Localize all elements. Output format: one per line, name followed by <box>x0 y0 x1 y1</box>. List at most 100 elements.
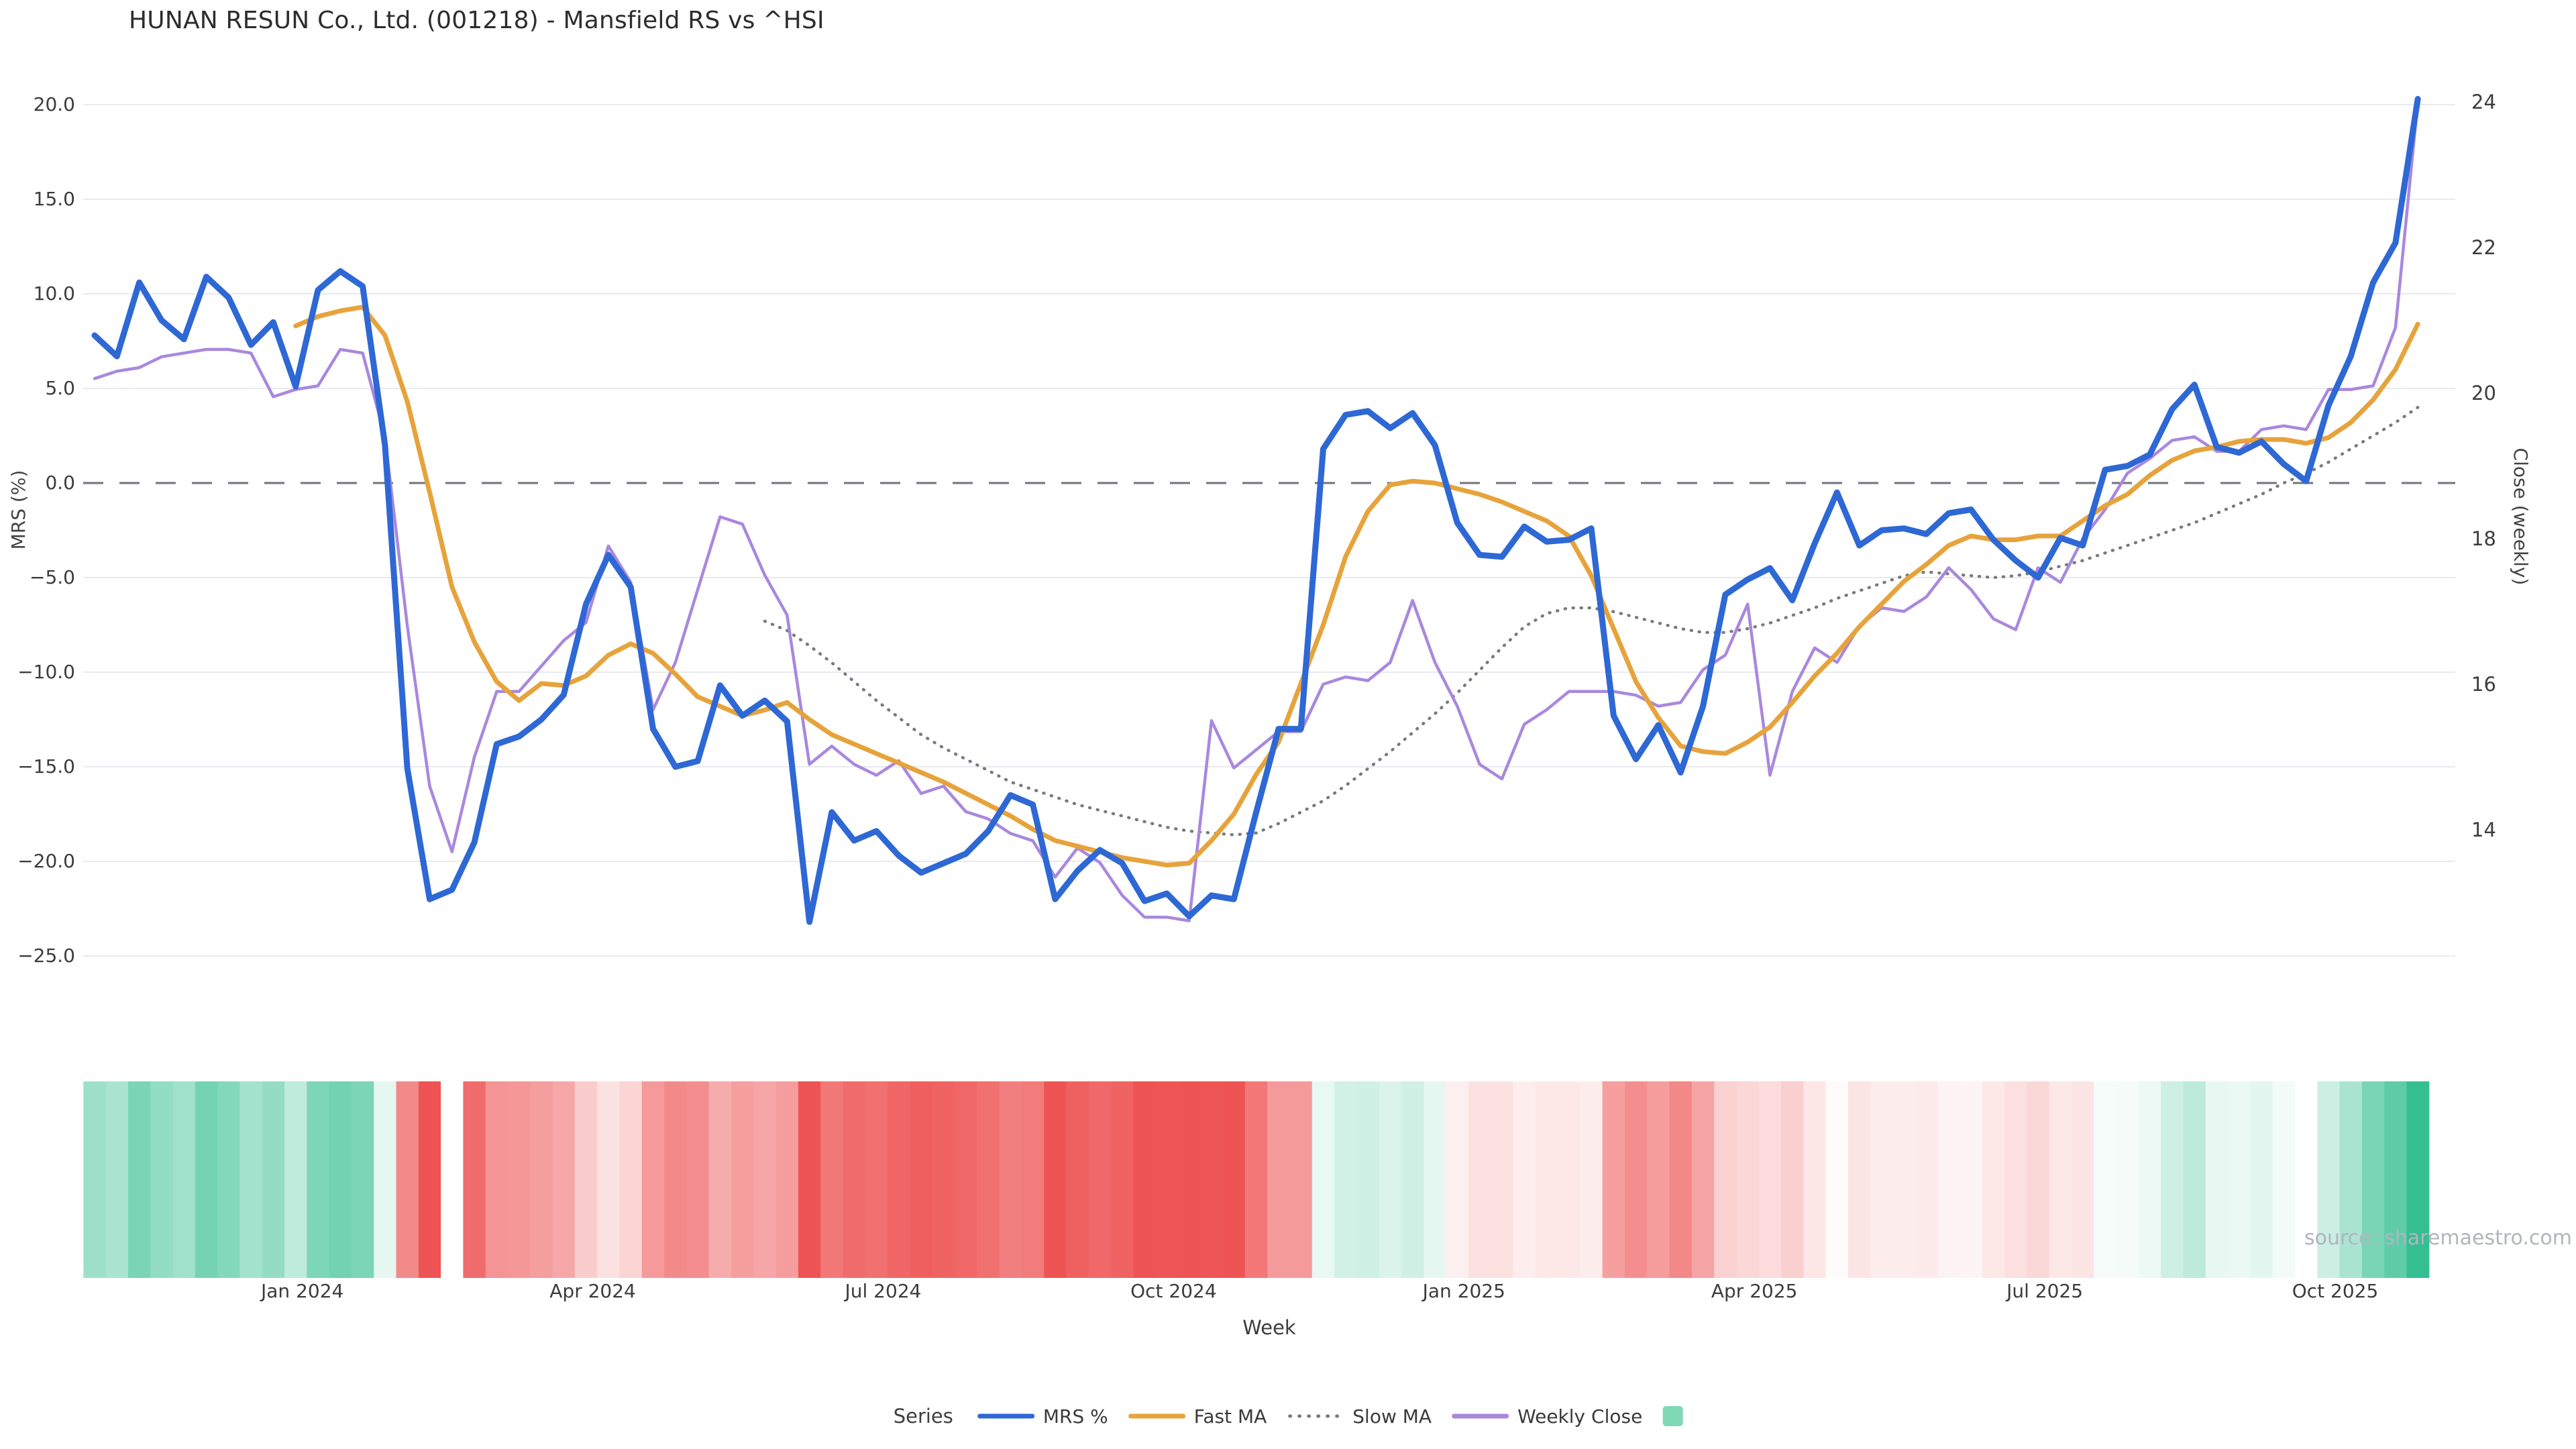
heat-cell <box>775 1081 799 1278</box>
heat-cell <box>150 1081 174 1278</box>
heat-cell <box>1558 1081 1580 1278</box>
y-axis-right-title: Close (weekly) <box>2510 447 2532 586</box>
heat-cell <box>1736 1081 1760 1278</box>
heat-cell <box>508 1081 531 1278</box>
legend-dotted-line-swatch-icon <box>1287 1414 1344 1418</box>
heat-cell <box>2072 1081 2094 1278</box>
heat-cell <box>910 1081 933 1278</box>
heat-cell <box>955 1081 977 1278</box>
series-slow-ma <box>763 405 2420 837</box>
heat-cell <box>396 1081 419 1278</box>
heat-cell <box>239 1081 263 1278</box>
y-left-tick-label: −15.0 <box>17 755 75 777</box>
heat-cell <box>798 1081 821 1278</box>
heat-cell <box>1803 1081 1827 1278</box>
heat-cell <box>195 1081 218 1278</box>
heat-cell <box>820 1081 844 1278</box>
y-right-tick-label: 24 <box>2471 91 2496 113</box>
source-watermark: source: sharemaestro.com <box>2304 1226 2572 1250</box>
heatmap-strip <box>83 1081 2430 1278</box>
heat-cell <box>597 1081 621 1278</box>
heat-cell <box>262 1081 285 1278</box>
heat-cell <box>418 1081 441 1278</box>
heat-cell <box>1379 1081 1402 1278</box>
heat-cell <box>105 1081 129 1278</box>
y-left-tick-label: 20.0 <box>33 93 75 115</box>
x-tick-label: Apr 2024 <box>549 1280 636 1302</box>
heat-cell <box>2250 1081 2273 1278</box>
heat-cell <box>1356 1081 1380 1278</box>
heat-cell <box>552 1081 576 1278</box>
series-fast-ma <box>293 305 2420 868</box>
legend: Series MRS % Fast MA Slow MA Weekly Close <box>894 1405 1683 1428</box>
heat-cell <box>1133 1081 1157 1278</box>
heat-cell <box>1289 1081 1313 1278</box>
heat-cell <box>307 1081 330 1278</box>
y-left-tick-label: 5.0 <box>45 377 75 399</box>
heat-cell <box>1915 1081 1938 1278</box>
y-left-tick-label: −25.0 <box>17 945 75 967</box>
heat-cell <box>1937 1081 1961 1278</box>
heat-cell <box>2272 1081 2296 1278</box>
y-right-tick-label: 16 <box>2471 673 2496 696</box>
heat-cell <box>2228 1081 2251 1278</box>
heat-cell <box>351 1081 374 1278</box>
x-tick-label: Jan 2025 <box>1422 1280 1505 1302</box>
heat-cell <box>1468 1081 1491 1278</box>
legend-item-label: Fast MA <box>1193 1405 1267 1428</box>
heat-cell <box>1580 1081 1603 1278</box>
heat-cell <box>1825 1081 1849 1278</box>
x-tick-label: Oct 2024 <box>1130 1280 1217 1302</box>
heat-cell <box>1870 1081 1894 1278</box>
heat-cell <box>1401 1081 1424 1278</box>
heat-cell <box>2161 1081 2184 1278</box>
heat-cell <box>2384 1081 2408 1278</box>
legend-item-heat-swatch[interactable] <box>1662 1406 1683 1426</box>
series-mrs <box>91 96 2421 925</box>
heat-cell <box>999 1081 1022 1278</box>
heat-cell <box>1088 1081 1112 1278</box>
legend-item-weekly-close[interactable]: Weekly Close <box>1452 1405 1642 1428</box>
x-tick-label: Apr 2025 <box>1711 1280 1798 1302</box>
heat-cell <box>1111 1081 1134 1278</box>
y-left-tick-label: −5.0 <box>30 566 75 588</box>
heat-cell <box>127 1081 151 1278</box>
heat-cell <box>1781 1081 1804 1278</box>
heat-cell <box>485 1081 508 1278</box>
heat-cell <box>686 1081 710 1278</box>
y-left-tick-label: 15.0 <box>33 188 75 210</box>
heat-cell <box>753 1081 777 1278</box>
y-left-tick-label: 0.0 <box>45 472 75 494</box>
heat-cell <box>1647 1081 1670 1278</box>
heat-cell <box>1044 1081 1067 1278</box>
heat-cell <box>619 1081 643 1278</box>
heat-cell <box>2049 1081 2072 1278</box>
heat-cell <box>530 1081 553 1278</box>
heat-cell <box>1669 1081 1693 1278</box>
legend-items: MRS % Fast MA Slow MA Weekly Close <box>977 1405 1683 1428</box>
x-axis-title: Week <box>1242 1316 1296 1339</box>
gridlines <box>83 104 2455 957</box>
heat-cell <box>1334 1081 1357 1278</box>
series-weekly-close <box>93 100 2420 922</box>
legend-item-slow-ma[interactable]: Slow MA <box>1287 1405 1432 1428</box>
heat-cell <box>1848 1081 1871 1278</box>
heat-cell <box>217 1081 240 1278</box>
chart-title: HUNAN RESUN Co., Ltd. (001218) - Mansfie… <box>129 7 824 34</box>
y-left-tick-label: −10.0 <box>17 661 75 683</box>
heat-cell <box>932 1081 955 1278</box>
y-right-tick-label: 20 <box>2471 382 2496 405</box>
legend-item-mrs-[interactable]: MRS % <box>977 1405 1108 1428</box>
heat-cell <box>1602 1081 1625 1278</box>
y-right-tick-label: 14 <box>2471 818 2496 841</box>
legend-item-label: Weekly Close <box>1517 1405 1643 1428</box>
heat-cell <box>2205 1081 2229 1278</box>
legend-item-fast-ma[interactable]: Fast MA <box>1128 1405 1267 1428</box>
heat-cell <box>664 1081 687 1278</box>
heat-cell <box>2406 1081 2430 1278</box>
heat-cell <box>2183 1081 2206 1278</box>
heat-cell <box>1960 1081 1983 1278</box>
y-right-tick-label: 18 <box>2471 527 2496 550</box>
line-series <box>91 96 2421 925</box>
